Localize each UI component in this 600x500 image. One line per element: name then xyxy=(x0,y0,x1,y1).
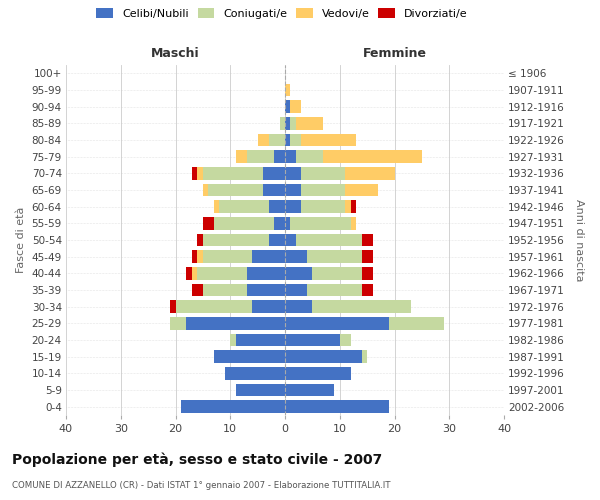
Bar xyxy=(192,284,203,296)
Bar xyxy=(269,234,285,246)
Bar xyxy=(220,200,269,213)
Bar xyxy=(290,117,296,130)
Bar xyxy=(351,200,356,213)
Bar xyxy=(225,367,285,380)
Bar xyxy=(197,267,247,280)
Bar xyxy=(247,267,285,280)
Text: Femmine: Femmine xyxy=(362,47,427,60)
Bar xyxy=(274,217,285,230)
Bar xyxy=(203,234,269,246)
Bar xyxy=(285,384,334,396)
Bar xyxy=(345,200,351,213)
Bar xyxy=(230,334,236,346)
Bar xyxy=(285,350,362,363)
Bar xyxy=(362,234,373,246)
Bar xyxy=(301,184,345,196)
Bar xyxy=(263,184,285,196)
Bar xyxy=(285,250,307,263)
Bar xyxy=(263,167,285,179)
Bar xyxy=(290,100,301,113)
Bar xyxy=(285,184,301,196)
Bar xyxy=(236,334,285,346)
Bar xyxy=(187,267,192,280)
Text: Maschi: Maschi xyxy=(151,47,200,60)
Bar xyxy=(197,167,203,179)
Bar xyxy=(197,250,203,263)
Bar xyxy=(285,84,290,96)
Bar xyxy=(307,284,362,296)
Bar xyxy=(181,400,285,413)
Bar xyxy=(192,167,197,179)
Bar xyxy=(285,117,290,130)
Bar xyxy=(285,100,290,113)
Bar xyxy=(285,167,301,179)
Bar xyxy=(301,167,345,179)
Y-axis label: Fasce di età: Fasce di età xyxy=(16,207,26,273)
Bar xyxy=(323,150,422,163)
Bar xyxy=(389,317,444,330)
Bar xyxy=(285,367,351,380)
Bar xyxy=(203,167,263,179)
Bar xyxy=(187,317,285,330)
Bar xyxy=(285,200,301,213)
Bar xyxy=(285,217,290,230)
Bar xyxy=(285,234,296,246)
Bar xyxy=(345,167,395,179)
Bar xyxy=(175,300,252,313)
Bar xyxy=(296,234,362,246)
Bar xyxy=(214,200,220,213)
Bar xyxy=(362,350,367,363)
Bar xyxy=(203,217,214,230)
Bar xyxy=(285,300,313,313)
Bar xyxy=(203,250,252,263)
Bar xyxy=(313,267,362,280)
Bar xyxy=(197,234,203,246)
Bar xyxy=(307,250,362,263)
Bar xyxy=(351,217,356,230)
Bar xyxy=(301,200,345,213)
Bar xyxy=(285,267,313,280)
Bar xyxy=(214,217,274,230)
Bar xyxy=(285,284,307,296)
Text: COMUNE DI AZZANELLO (CR) - Dati ISTAT 1° gennaio 2007 - Elaborazione TUTTITALIA.: COMUNE DI AZZANELLO (CR) - Dati ISTAT 1°… xyxy=(12,481,391,490)
Bar xyxy=(285,334,340,346)
Bar xyxy=(362,267,373,280)
Bar xyxy=(247,284,285,296)
Bar xyxy=(269,200,285,213)
Bar xyxy=(285,400,389,413)
Bar xyxy=(236,384,285,396)
Bar xyxy=(274,150,285,163)
Bar xyxy=(214,350,285,363)
Bar xyxy=(280,117,285,130)
Bar xyxy=(252,250,285,263)
Legend: Celibi/Nubili, Coniugati/e, Vedovi/e, Divorziati/e: Celibi/Nubili, Coniugati/e, Vedovi/e, Di… xyxy=(97,8,467,19)
Bar xyxy=(313,300,411,313)
Bar xyxy=(252,300,285,313)
Bar xyxy=(301,134,356,146)
Bar xyxy=(208,184,263,196)
Bar xyxy=(170,317,187,330)
Bar xyxy=(192,250,197,263)
Bar xyxy=(296,150,323,163)
Bar xyxy=(203,284,247,296)
Bar xyxy=(236,150,247,163)
Y-axis label: Anni di nascita: Anni di nascita xyxy=(574,198,584,281)
Bar xyxy=(362,284,373,296)
Bar xyxy=(203,184,208,196)
Bar xyxy=(340,334,350,346)
Bar xyxy=(285,134,290,146)
Bar xyxy=(290,134,301,146)
Bar xyxy=(290,217,351,230)
Bar xyxy=(285,150,296,163)
Bar xyxy=(285,317,389,330)
Bar xyxy=(192,267,197,280)
Bar xyxy=(345,184,378,196)
Bar xyxy=(362,250,373,263)
Bar xyxy=(296,117,323,130)
Bar xyxy=(247,150,274,163)
Text: Popolazione per età, sesso e stato civile - 2007: Popolazione per età, sesso e stato civil… xyxy=(12,452,382,467)
Bar xyxy=(269,134,285,146)
Bar xyxy=(257,134,269,146)
Bar xyxy=(170,300,175,313)
